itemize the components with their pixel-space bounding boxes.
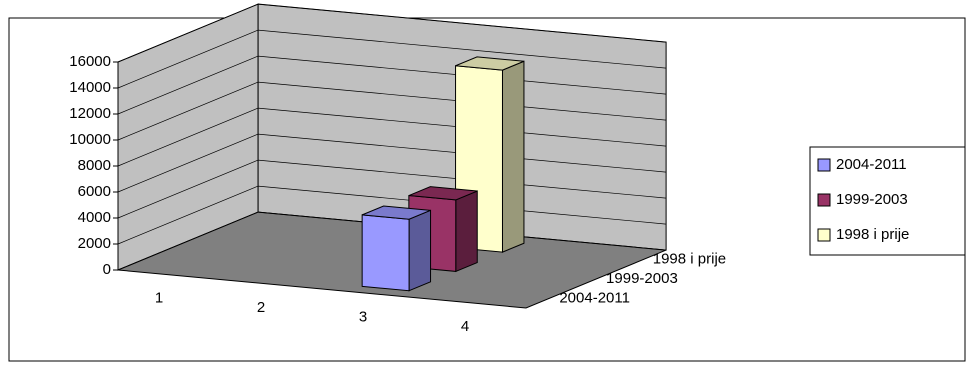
- y-tick-label: 16000: [69, 53, 111, 70]
- bar: [361, 205, 432, 292]
- bar-side: [455, 190, 478, 273]
- y-tick-label: 14000: [69, 79, 111, 96]
- grid-line: [117, 29, 667, 89]
- legend-label: 2004-2011: [836, 156, 907, 173]
- y-tick-label: 6000: [78, 183, 111, 200]
- y-tick-label: 10000: [69, 131, 111, 148]
- x-tick-label: 3: [359, 309, 367, 326]
- x-tick-label: 4: [461, 318, 469, 335]
- legend-swatch: [817, 158, 831, 172]
- bar-front: [361, 214, 410, 292]
- bar-top: [455, 56, 525, 71]
- grid-line: [117, 107, 667, 167]
- depth-label: 1998 i prije: [653, 251, 726, 268]
- grid-line: [117, 211, 667, 271]
- bar-top: [408, 186, 478, 201]
- bar-top: [361, 205, 431, 220]
- depth-label: 1999-2003: [606, 270, 678, 287]
- x-tick-label: 1: [155, 290, 163, 307]
- legend-swatch: [817, 228, 831, 242]
- grid-line: [117, 185, 667, 245]
- grid-line: [117, 159, 667, 219]
- bar-side: [501, 60, 525, 253]
- grid-line: [117, 3, 667, 63]
- bar-side: [408, 209, 432, 292]
- legend-label: 1999-2003: [836, 191, 908, 208]
- y-tick-label: 4000: [78, 209, 111, 226]
- y-tick-label: 8000: [78, 157, 111, 174]
- y-tick-label: 2000: [78, 235, 111, 252]
- legend-swatch: [817, 193, 831, 207]
- x-tick-label: 2: [257, 299, 265, 316]
- grid-line: [117, 133, 667, 193]
- grid-line: [117, 81, 667, 141]
- depth-label: 2004-2011: [559, 289, 630, 306]
- legend-box: [809, 146, 966, 256]
- y-tick-label: 12000: [69, 105, 111, 122]
- y-tick-label: 0: [103, 261, 111, 278]
- legend-label: 1998 i prije: [836, 226, 909, 243]
- grid-line: [117, 55, 667, 115]
